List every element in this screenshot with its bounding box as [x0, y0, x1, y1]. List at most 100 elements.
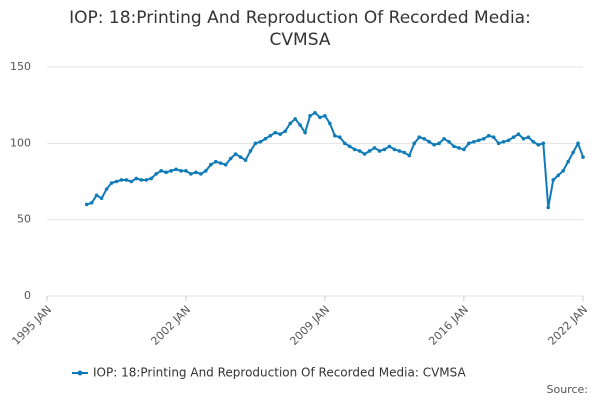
data-point: [194, 170, 198, 175]
data-point: [526, 135, 531, 140]
data-point: [139, 178, 144, 182]
data-point: [571, 150, 575, 155]
data-point: [576, 141, 580, 146]
data-point: [521, 136, 526, 141]
data-point: [581, 155, 585, 159]
data-point: [536, 143, 541, 147]
data-point: [89, 201, 94, 205]
data-point: [273, 130, 278, 135]
legend-label: IOP: 18:Printing And Reproduction Of Rec…: [93, 366, 466, 380]
y-tick-label: 0: [24, 289, 31, 302]
data-point: [134, 176, 139, 181]
data-point: [159, 169, 163, 173]
data-point: [452, 144, 456, 149]
data-point: [189, 172, 193, 176]
data-point: [397, 149, 402, 153]
data-point: [561, 169, 565, 173]
data-point: [169, 169, 173, 173]
data-point: [119, 178, 124, 182]
data-point: [84, 202, 89, 207]
data-point: [124, 178, 129, 182]
x-tick-label: 1995 JAN: [9, 303, 54, 348]
data-point: [199, 172, 203, 176]
data-point: [367, 149, 372, 153]
data-point: [238, 155, 243, 159]
data-point: [268, 133, 273, 138]
data-point: [432, 143, 436, 147]
data-point: [467, 141, 471, 146]
data-point: [511, 135, 516, 140]
data-point: [481, 136, 486, 141]
data-point: [99, 196, 104, 201]
data-point: [313, 111, 317, 115]
data-point: [427, 140, 431, 144]
data-point: [228, 156, 233, 161]
source: Source:: [547, 383, 589, 396]
data-point: [253, 141, 258, 146]
data-point: [531, 140, 536, 144]
data-point: [218, 161, 223, 165]
data-point: [293, 117, 297, 121]
data-point: [566, 159, 570, 164]
legend-marker: [77, 370, 83, 376]
data-point: [104, 187, 109, 191]
data-point: [243, 158, 248, 162]
data-point: [154, 172, 158, 176]
data-point: [338, 135, 342, 140]
data-point: [258, 140, 263, 144]
x-tick-label: 2009 JAN: [287, 303, 332, 348]
data-point: [516, 132, 521, 136]
data-point: [263, 136, 268, 141]
data-point: [437, 141, 441, 146]
data-point: [457, 146, 461, 150]
data-point: [179, 169, 183, 173]
data-point: [278, 132, 283, 136]
data-point: [283, 129, 288, 133]
data-point: [342, 141, 347, 146]
data-point: [303, 130, 307, 135]
data-point: [447, 140, 451, 144]
data-point: [476, 138, 481, 143]
data-point: [491, 135, 496, 140]
data-point: [357, 149, 362, 153]
data-point: [442, 136, 446, 141]
data-point: [377, 149, 382, 153]
data-point: [184, 169, 188, 173]
data-point: [387, 144, 392, 149]
x-tick-label: 2016 JAN: [426, 303, 471, 348]
x-tick-label: 2022 JAN: [545, 303, 590, 348]
data-point: [109, 181, 114, 185]
data-point: [496, 141, 501, 146]
data-point: [223, 162, 228, 167]
data-point: [472, 140, 476, 144]
data-point: [288, 121, 292, 126]
data-point: [382, 147, 387, 152]
data-point: [556, 173, 560, 178]
data-point: [318, 115, 322, 120]
data-point: [174, 167, 178, 172]
data-point: [213, 159, 218, 164]
data-point: [392, 147, 397, 152]
data-point: [308, 114, 312, 118]
data-point: [323, 114, 327, 118]
data-point: [407, 153, 412, 158]
data-point: [486, 133, 491, 138]
data-point: [248, 149, 253, 153]
data-point: [422, 136, 426, 141]
data-point: [417, 135, 422, 140]
data-point: [333, 133, 337, 138]
data-point: [149, 176, 154, 181]
data-point: [164, 170, 168, 175]
data-point: [208, 162, 213, 167]
data-point: [501, 140, 506, 144]
data-point: [506, 138, 511, 143]
data-point: [551, 178, 556, 182]
y-tick-label: 100: [10, 136, 31, 149]
data-point: [402, 150, 407, 155]
y-tick-label: 150: [10, 60, 31, 73]
data-point: [233, 152, 238, 156]
data-point: [298, 123, 302, 127]
data-line: [86, 111, 584, 208]
